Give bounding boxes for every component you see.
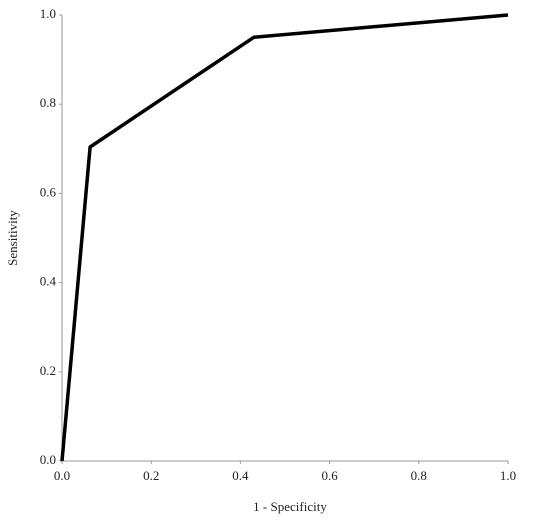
x-tick-label: 0.4 [232,468,249,483]
y-tick-label: 0.4 [40,274,57,289]
y-tick-label: 0.2 [40,363,56,378]
x-axis-label: 1 - Specificity [253,499,327,514]
x-tick-label: 0.2 [143,468,159,483]
roc-line [60,13,509,462]
x-tick-label: 0.6 [321,468,338,483]
y-tick-label: 0.0 [40,452,56,467]
x-tick-label: 0.8 [411,468,427,483]
y-axis-label: Sensitivity [5,210,20,266]
y-tick-label: 0.8 [40,95,56,110]
y-tick-label: 0.6 [40,184,57,199]
x-tick-label: 1.0 [500,468,516,483]
x-tick-label: 0.0 [54,468,70,483]
y-tick-label: 1.0 [40,6,56,21]
